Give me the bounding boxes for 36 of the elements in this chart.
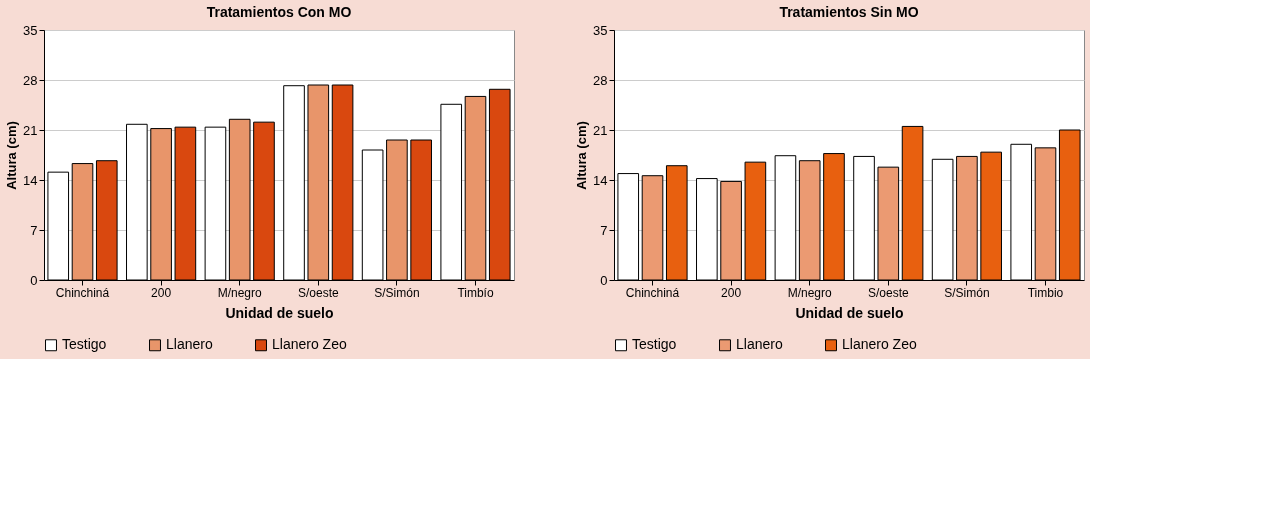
x-tick-label: S/Simón xyxy=(374,285,420,300)
y-tick-label: 7 xyxy=(30,222,38,238)
x-tick-label: S/oeste xyxy=(297,285,339,300)
y-tick-label: 14 xyxy=(593,172,608,188)
x-tick-label: 200 xyxy=(721,285,742,300)
x-tick-label: Chinchiná xyxy=(625,285,680,300)
y-axis-title: Altura (cm) xyxy=(574,121,590,190)
x-axis-title: Unidad de suelo xyxy=(795,304,904,321)
y-tick-label: 0 xyxy=(30,272,38,288)
x-tick-label: S/Simón xyxy=(944,285,990,300)
chart-title: Tratamientos Con MO xyxy=(206,4,352,20)
legend-label: Testigo xyxy=(632,336,677,353)
y-tick-label: 7 xyxy=(600,222,608,238)
x-tick-label: M/negro xyxy=(217,285,263,300)
y-tick-label: 14 xyxy=(23,172,38,188)
x-tick-label: Timbio xyxy=(1027,285,1064,300)
x-tick-label: 200 xyxy=(151,285,172,300)
legend-label: Llanero xyxy=(166,336,213,353)
x-tick-label: Chinchiná xyxy=(55,285,110,300)
y-tick-label: 21 xyxy=(593,122,608,138)
chart-title: Tratamientos Sin MO xyxy=(779,4,919,20)
legend-label: Llanero xyxy=(736,336,783,353)
y-axis-title: Altura (cm) xyxy=(4,121,20,190)
x-tick-label: Timbío xyxy=(457,285,494,300)
y-tick-label: 35 xyxy=(23,22,38,38)
legend-label: Llanero Zeo xyxy=(842,336,917,353)
y-tick-label: 28 xyxy=(23,72,38,88)
y-tick-label: 35 xyxy=(593,22,608,38)
x-tick-label: S/oeste xyxy=(867,285,909,300)
y-tick-label: 0 xyxy=(600,272,608,288)
legend-label: Testigo xyxy=(62,336,107,353)
y-tick-label: 28 xyxy=(593,72,608,88)
x-axis-title: Unidad de suelo xyxy=(225,304,334,321)
y-tick-label: 21 xyxy=(23,122,38,138)
legend-label: Llanero Zeo xyxy=(272,336,347,353)
x-tick-label: M/negro xyxy=(787,285,833,300)
